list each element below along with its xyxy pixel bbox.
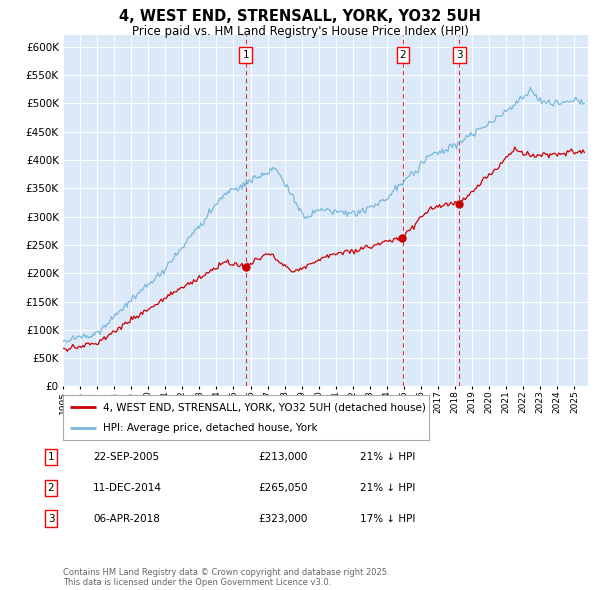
Text: 11-DEC-2014: 11-DEC-2014	[93, 483, 162, 493]
Text: 06-APR-2018: 06-APR-2018	[93, 514, 160, 523]
Text: Price paid vs. HM Land Registry's House Price Index (HPI): Price paid vs. HM Land Registry's House …	[131, 25, 469, 38]
Text: 21% ↓ HPI: 21% ↓ HPI	[360, 483, 415, 493]
Text: HPI: Average price, detached house, York: HPI: Average price, detached house, York	[103, 424, 318, 434]
Text: 2: 2	[400, 50, 406, 60]
Text: 3: 3	[47, 514, 55, 523]
Text: Contains HM Land Registry data © Crown copyright and database right 2025.
This d: Contains HM Land Registry data © Crown c…	[63, 568, 389, 587]
Text: 17% ↓ HPI: 17% ↓ HPI	[360, 514, 415, 523]
Text: 3: 3	[456, 50, 463, 60]
Text: 21% ↓ HPI: 21% ↓ HPI	[360, 453, 415, 462]
Text: 4, WEST END, STRENSALL, YORK, YO32 5UH (detached house): 4, WEST END, STRENSALL, YORK, YO32 5UH (…	[103, 402, 426, 412]
Text: 1: 1	[47, 453, 55, 462]
Text: £213,000: £213,000	[258, 453, 307, 462]
Text: £265,050: £265,050	[258, 483, 308, 493]
Text: £323,000: £323,000	[258, 514, 307, 523]
Text: 22-SEP-2005: 22-SEP-2005	[93, 453, 159, 462]
Text: 1: 1	[242, 50, 249, 60]
Text: 4, WEST END, STRENSALL, YORK, YO32 5UH: 4, WEST END, STRENSALL, YORK, YO32 5UH	[119, 9, 481, 24]
Text: 2: 2	[47, 483, 55, 493]
